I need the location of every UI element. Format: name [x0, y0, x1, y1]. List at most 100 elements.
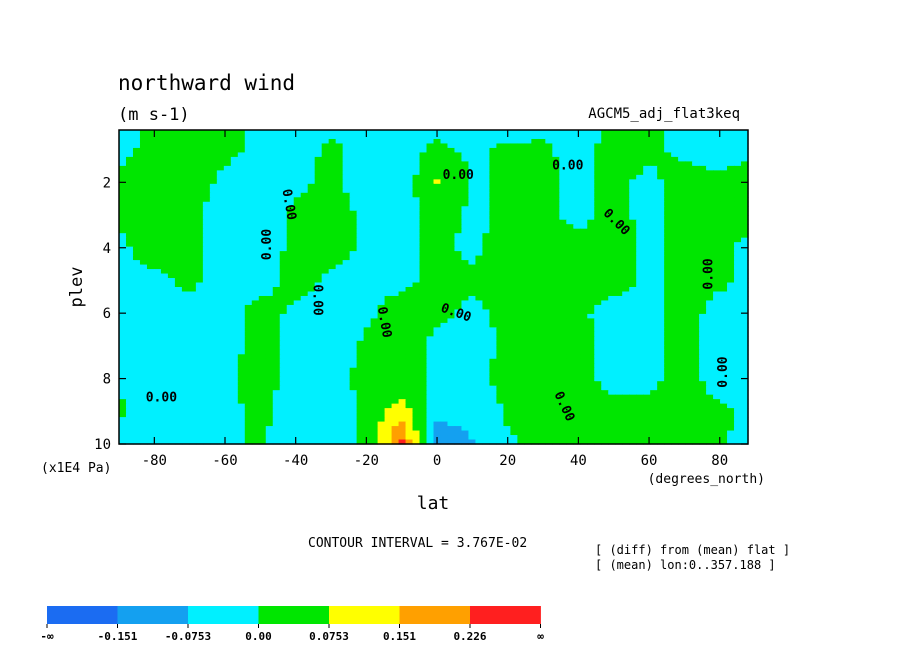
field-cell: [160, 269, 169, 275]
field-cell: [363, 255, 372, 261]
field-cell: [335, 251, 344, 257]
field-cell: [629, 340, 637, 346]
field-cell: [272, 295, 281, 302]
field-cell: [398, 367, 407, 373]
field-cell: [125, 287, 134, 293]
field-cell: [195, 295, 204, 302]
field-cell: [629, 233, 637, 239]
field-cell: [566, 233, 574, 239]
field-cell: [405, 313, 414, 319]
field-cell: [167, 156, 176, 162]
field-cell: [370, 345, 379, 351]
field-cell: [468, 273, 477, 279]
field-cell: [587, 165, 595, 171]
field-cell: [405, 152, 414, 158]
field-cell: [188, 345, 197, 351]
field-cell: [678, 300, 686, 306]
field-cell: [650, 358, 658, 364]
field-cell: [146, 336, 155, 342]
field-cell: [370, 215, 379, 221]
field-cell: [405, 318, 414, 324]
field-cell: [650, 291, 658, 297]
field-cell: [692, 336, 700, 342]
field-cell: [314, 201, 323, 207]
field-cell: [328, 242, 337, 248]
field-cell: [286, 237, 295, 243]
field-cell: [139, 188, 148, 194]
field-cell: [559, 179, 567, 185]
field-cell: [685, 345, 693, 351]
field-cell: [629, 278, 637, 284]
field-cell: [139, 345, 148, 351]
field-cell: [671, 138, 679, 145]
field-cell: [412, 318, 421, 324]
field-cell: [384, 174, 393, 180]
field-cell: [517, 138, 525, 145]
field-cell: [475, 313, 484, 319]
field-cell: [153, 188, 162, 194]
field-cell: [510, 313, 518, 319]
field-cell: [636, 215, 644, 221]
field-cell: [160, 152, 169, 158]
field-cell: [314, 251, 323, 257]
field-cell: [314, 376, 323, 382]
field-cell: [629, 161, 637, 167]
field-cell: [727, 174, 735, 180]
field-cell: [391, 188, 400, 194]
field-cell: [237, 313, 246, 319]
field-cell: [174, 295, 183, 302]
field-cell: [447, 318, 456, 324]
field-cell: [741, 264, 749, 270]
field-cell: [671, 273, 679, 279]
field-cell: [496, 295, 504, 302]
field-cell: [223, 174, 232, 180]
field-cell: [643, 210, 651, 216]
field-cell: [398, 138, 407, 145]
field-cell: [370, 304, 379, 311]
field-cell: [174, 349, 183, 355]
field-cell: [405, 246, 414, 252]
field-cell: [573, 358, 581, 364]
field-cell: [391, 233, 400, 239]
field-cell: [391, 336, 400, 342]
field-cell: [216, 156, 225, 162]
field-cell: [475, 224, 484, 230]
field-cell: [664, 215, 672, 221]
field-cell: [482, 282, 491, 288]
field-cell: [258, 295, 267, 302]
field-cell: [650, 174, 658, 180]
field-cell: [195, 152, 204, 158]
field-cell: [419, 161, 428, 167]
field-cell: [258, 179, 267, 185]
field-cell: [216, 322, 225, 328]
field-cell: [650, 130, 658, 136]
field-cell: [209, 278, 218, 284]
field-cell: [433, 206, 442, 212]
field-cell: [727, 313, 735, 319]
field-cell: [202, 183, 211, 189]
field-cell: [475, 201, 484, 207]
field-cell: [545, 197, 553, 203]
field-cell: [699, 134, 707, 140]
field-cell: [741, 278, 749, 284]
field-cell: [552, 201, 560, 207]
field-cell: [692, 264, 700, 270]
field-cell: [321, 336, 330, 342]
field-cell: [727, 210, 735, 216]
field-cell: [524, 138, 532, 145]
field-cell: [125, 318, 134, 324]
field-cell: [405, 224, 414, 230]
field-cell: [489, 246, 497, 252]
field-cell: [279, 170, 288, 176]
field-cell: [230, 363, 239, 369]
field-cell: [496, 269, 504, 275]
field-cell: [594, 197, 602, 203]
field-cell: [720, 336, 728, 342]
field-cell: [370, 313, 379, 319]
field-cell: [580, 318, 588, 324]
field-cell: [279, 354, 288, 360]
field-cell: [335, 188, 344, 194]
field-cell: [475, 340, 484, 346]
field-cell: [671, 143, 679, 149]
field-cell: [692, 134, 700, 140]
